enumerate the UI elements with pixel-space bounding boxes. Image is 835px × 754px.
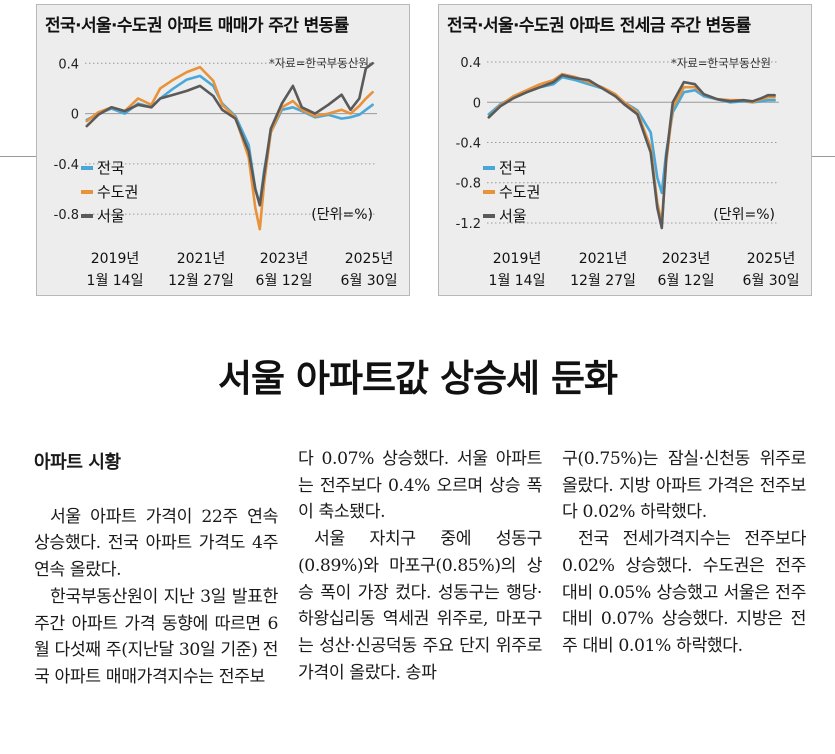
legend-label: 수도권 (499, 183, 540, 201)
x-tick-year: 2019년 (493, 251, 542, 267)
article-column-3: 구(0.75%)는 잠실·신천동 위주로 올랐다. 지방 아파트 가격은 전주보… (562, 446, 806, 660)
series-line-전국 (487, 75, 776, 195)
x-tick-date: 1월 14일 (489, 273, 546, 289)
x-tick-year: 2019년 (91, 251, 140, 267)
x-tick-date: 6월 12일 (256, 273, 313, 289)
y-tick-label: -0.4 (456, 136, 481, 151)
chart-panel-sale: 전국·서울·수도권 아파트 매매가 주간 변동률 0.4 0 -0.4 -0.8 *자료… (36, 4, 410, 296)
x-tick-date: 12월 27일 (570, 273, 636, 289)
y-tick-label: 0.4 (460, 56, 481, 71)
x-tick-year: 2023년 (662, 251, 711, 267)
paragraph: 서울 아파트 가격이 22주 연속 상승했다. 전국 아파트 가격도 4주 연속… (34, 506, 278, 581)
paragraph: 한국부동산원이 지난 3일 발표한 주간 아파트 가격 동향에 따르면 6월 다… (34, 586, 278, 687)
unit-label: (단위=%) (713, 207, 775, 223)
y-tick-label: -0.4 (54, 158, 79, 173)
chart-title: 전국·서울·수도권 아파트 전세금 주간 변동률 (447, 16, 751, 36)
x-tick-date: 6월 12일 (658, 273, 715, 289)
y-tick-label: 0 (71, 108, 79, 123)
x-tick-year: 2025년 (747, 251, 796, 267)
series-line-서울 (487, 73, 776, 230)
legend-label: 서울 (499, 207, 527, 225)
unit-label: (단위=%) (311, 207, 373, 223)
y-tick-label: 0.4 (58, 57, 79, 72)
series-line-서울 (85, 61, 374, 207)
paragraph: 서울 자치구 중에 성동구(0.89%)와 마포구(0.85%)의 상승 폭이 … (298, 529, 542, 683)
paragraph-continued: 구(0.75%)는 잠실·신천동 위주로 올랐다. 지방 아파트 가격은 전주보… (562, 449, 806, 523)
series-line-수도권 (85, 65, 374, 231)
headline: 서울 아파트값 상승세 둔화 (217, 356, 618, 400)
article-column-1: 아파트 시황 서울 아파트 가격이 22주 연속 상승했다. 전국 아파트 가격… (34, 440, 278, 691)
legend-label: 수도권 (97, 183, 138, 201)
x-tick-year: 2021년 (579, 251, 628, 267)
paragraph-continued: 다 0.07% 상승했다. 서울 아파트는 전주보다 0.4% 오르며 상승 폭… (298, 449, 542, 523)
legend-label: 서울 (97, 207, 125, 225)
divider-left (0, 156, 36, 157)
y-tick-label: -0.8 (54, 208, 79, 223)
x-tick-year: 2025년 (345, 251, 394, 267)
source-note: *자료=한국부동산원 (671, 56, 771, 70)
x-tick-year: 2021년 (177, 251, 226, 267)
y-tick-label: -0.8 (456, 177, 481, 192)
chart-title: 전국·서울·수도권 아파트 매매가 주간 변동률 (45, 16, 349, 36)
x-tick-date: 12월 27일 (168, 273, 234, 289)
article-column-2: 다 0.07% 상승했다. 서울 아파트는 전주보다 0.4% 오르며 상승 폭… (298, 446, 542, 686)
divider-right (812, 156, 835, 157)
paragraph: 전국 전세가격지수는 전주보다 0.02% 상승했다. 수도권은 전주 대비 0… (562, 529, 806, 656)
x-tick-date: 6월 30일 (743, 273, 800, 289)
y-tick-label: 0 (473, 96, 481, 111)
x-tick-date: 6월 30일 (341, 273, 398, 289)
x-tick-year: 2023년 (260, 251, 309, 267)
chart-panel-jeonse: 전국·서울·수도권 아파트 전세금 주간 변동률 0.4 0 -0.4 -0.8 -1.… (438, 4, 812, 296)
x-tick-date: 1월 14일 (87, 273, 144, 289)
section-title: 아파트 시황 (34, 452, 121, 473)
y-tick-label: -1.2 (456, 217, 481, 232)
legend-label: 전국 (97, 159, 125, 177)
legend-label: 전국 (499, 159, 527, 177)
source-note: *자료=한국부동산원 (269, 56, 369, 70)
